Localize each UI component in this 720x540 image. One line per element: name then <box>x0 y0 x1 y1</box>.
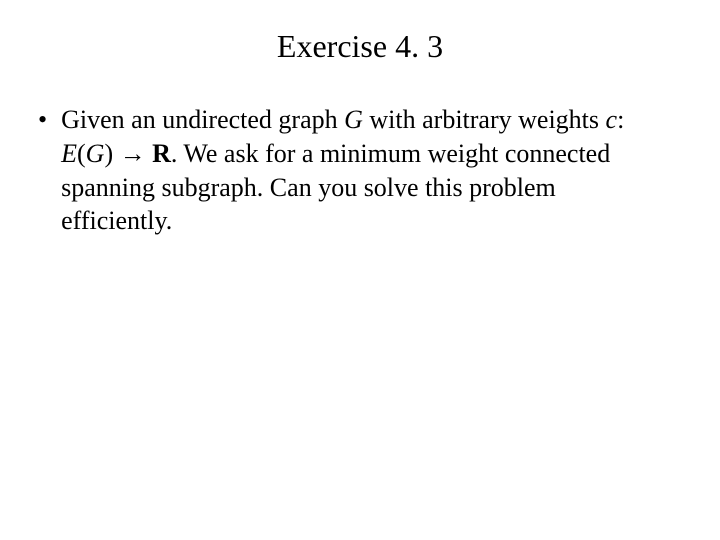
text-part-4: ( <box>77 139 86 168</box>
slide-body: • Given an undirected graph G with arbit… <box>0 103 720 238</box>
text-var-c: c <box>606 105 618 134</box>
bullet-item: • Given an undirected graph G with arbit… <box>38 103 670 238</box>
slide-title: Exercise 4. 3 <box>0 0 720 103</box>
text-part-3: : <box>617 105 624 134</box>
text-var-Garg: G <box>86 139 105 168</box>
text-var-G: G <box>344 105 363 134</box>
bullet-marker: • <box>38 103 47 137</box>
text-part-2: with arbitrary weights <box>363 105 606 134</box>
bullet-text: Given an undirected graph G with arbitra… <box>61 103 670 238</box>
text-part-5: ) → <box>104 139 152 168</box>
text-var-R: R <box>152 139 171 168</box>
text-var-E: E <box>61 139 77 168</box>
text-part-1: Given an undirected graph <box>61 105 344 134</box>
